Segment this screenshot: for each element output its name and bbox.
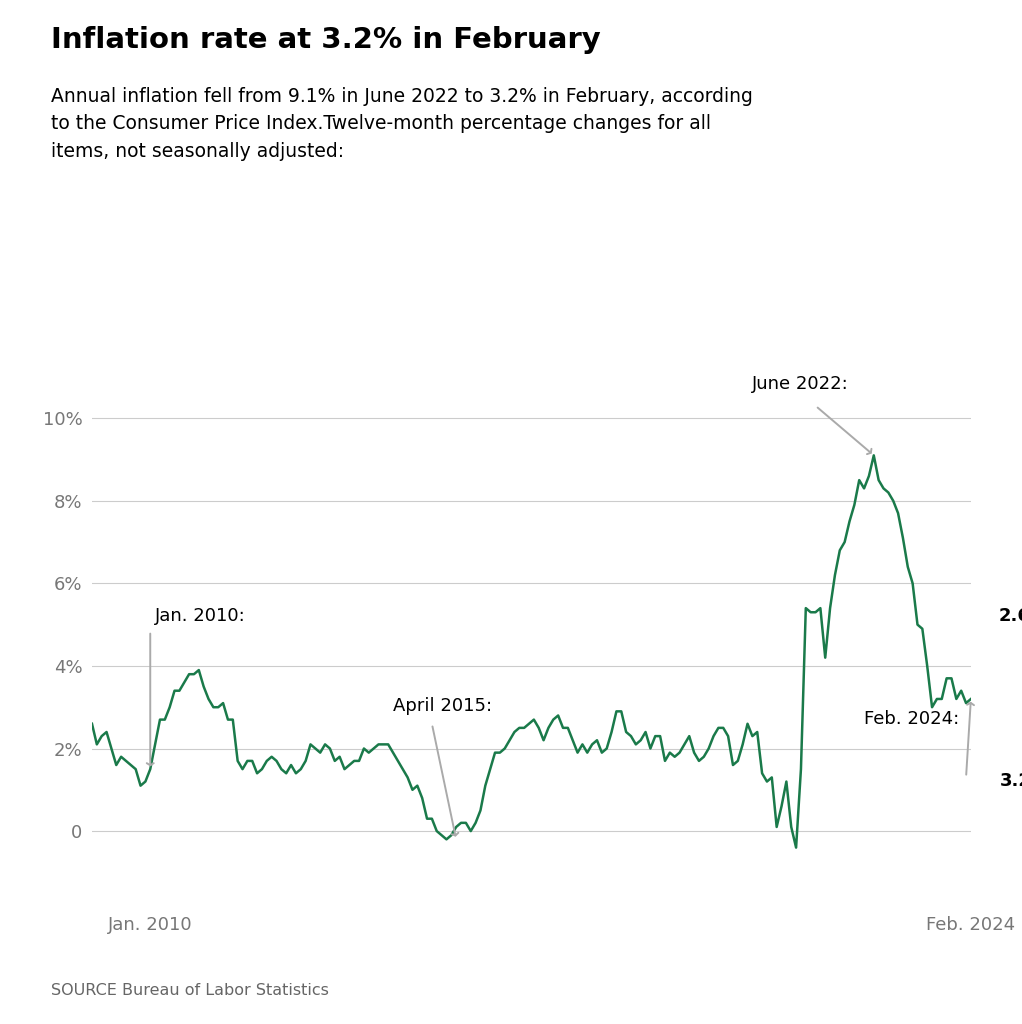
Text: Feb. 2024:: Feb. 2024: xyxy=(864,710,960,728)
Text: Inflation rate at 3.2% in February: Inflation rate at 3.2% in February xyxy=(51,26,601,53)
Text: 2.6%: 2.6% xyxy=(998,606,1022,625)
Text: Jan. 2010:: Jan. 2010: xyxy=(155,606,251,625)
Text: Jan. 2010: Jan. 2010 xyxy=(108,916,192,935)
Text: Feb. 2024: Feb. 2024 xyxy=(926,916,1016,935)
Text: 3.2%: 3.2% xyxy=(1001,772,1022,790)
Text: April 2015:: April 2015: xyxy=(393,697,498,716)
Text: Annual inflation fell from 9.1% in June 2022 to 3.2% in February, according
to t: Annual inflation fell from 9.1% in June … xyxy=(51,87,753,161)
Text: June 2022:: June 2022: xyxy=(752,376,854,393)
Text: SOURCE Bureau of Labor Statistics: SOURCE Bureau of Labor Statistics xyxy=(51,983,329,998)
